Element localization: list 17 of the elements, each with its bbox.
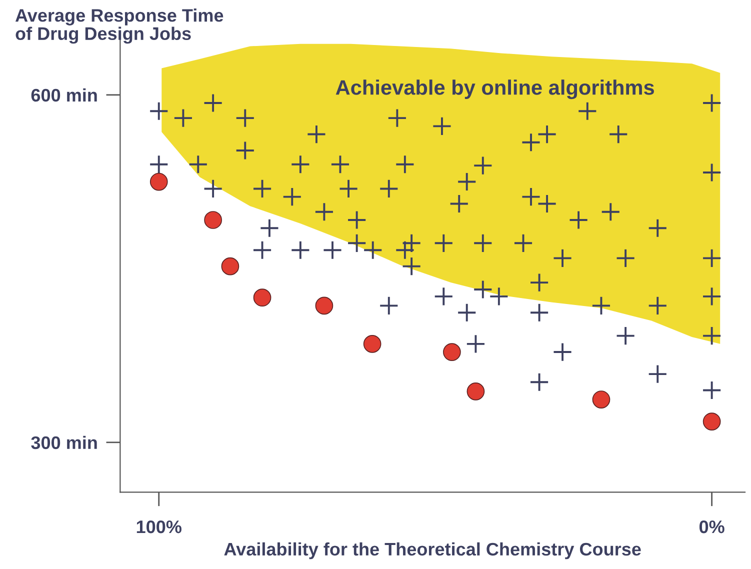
point: [150, 172, 168, 191]
y-tick-label: 300 min: [31, 436, 97, 450]
y-tick-label: 600 min: [31, 88, 97, 102]
point: [702, 412, 721, 430]
point: [221, 257, 240, 276]
y-axis-title: Average Response Time of Drug Design Jobs: [15, 8, 224, 44]
point: [592, 390, 610, 408]
point: [204, 211, 222, 229]
x-axis-title: Availability for the Theoretical Chemistry Course: [224, 542, 641, 560]
x-tick-label: 100%: [136, 520, 182, 534]
x-tick-label: 0%: [699, 520, 724, 534]
annotation: Achievable by online algorithms: [336, 80, 654, 100]
point: [253, 288, 272, 307]
point: [443, 343, 461, 361]
point: [466, 382, 485, 400]
point: [363, 335, 382, 353]
point: [315, 296, 334, 315]
